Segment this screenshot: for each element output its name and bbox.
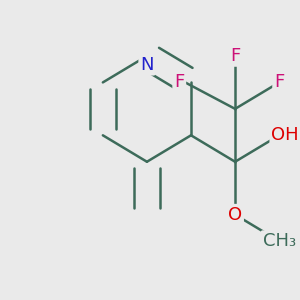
Text: F: F xyxy=(274,74,284,92)
Text: N: N xyxy=(140,56,154,74)
Text: F: F xyxy=(230,47,240,65)
Text: O: O xyxy=(228,206,242,224)
Text: OH: OH xyxy=(271,126,299,144)
Text: CH₃: CH₃ xyxy=(262,232,296,250)
Text: F: F xyxy=(174,74,184,92)
